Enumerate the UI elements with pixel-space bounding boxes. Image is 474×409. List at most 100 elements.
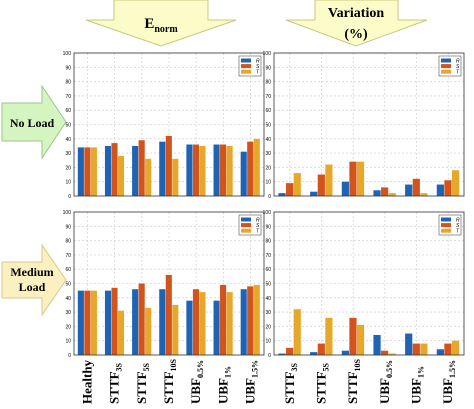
legend: RST: [238, 214, 262, 236]
bar-t-2: [117, 155, 125, 196]
bar-r-3: [132, 289, 139, 355]
header-enorm-arrow: Enorm: [85, 0, 237, 47]
bar-t-6: [226, 145, 233, 196]
bar-s-6: [444, 343, 452, 355]
row-label-medium-load: Medium Load: [1, 243, 67, 317]
y-tick-label: 60: [65, 267, 71, 273]
plot-area: [274, 212, 464, 355]
header-variation-arrow: Variation (%): [285, 0, 428, 47]
header-variation-line2: (%): [344, 27, 368, 42]
legend-label-r: R: [256, 217, 260, 223]
y-tick-label: 40: [265, 137, 271, 143]
y-tick-label: 10: [265, 180, 271, 186]
y-tick-label: 80: [65, 239, 71, 245]
x-axis-labels-right: STTF3S STTF5S STTF10S UBF0.5% UBF1% UBF1.5%: [282, 358, 457, 404]
y-tick-label: 80: [65, 80, 71, 86]
bar-s-4: [165, 274, 172, 355]
y-tick-label: 70: [265, 94, 271, 100]
bar-t-4: [172, 304, 179, 355]
no-load-label: No Load: [10, 116, 55, 130]
legend-swatch-t: [441, 69, 451, 74]
legend: RST: [238, 55, 262, 77]
legend-swatch-t: [441, 228, 451, 233]
bar-s-5: [412, 178, 420, 196]
bar-t-5: [199, 292, 206, 355]
x-tick-label: UBF1.5%: [242, 360, 259, 404]
bar-r-2: [310, 191, 318, 196]
bar-r-2: [104, 290, 112, 355]
y-tick-label: 40: [65, 137, 71, 143]
bar-t-2: [325, 317, 333, 355]
bar-t-3: [145, 158, 152, 196]
bar-s-5: [192, 144, 199, 196]
x-tick-label: UBF1%: [215, 366, 232, 404]
bar-r-6: [436, 184, 444, 196]
bar-s-1: [84, 290, 91, 355]
chart-enorm-no-load: 0 10 20 30 40 50 60 70 80 90 100 RST: [63, 51, 265, 200]
x-tick-label: STTF10S: [161, 358, 178, 404]
legend: RST: [438, 214, 462, 236]
legend-label-s: S: [256, 64, 260, 70]
legend-label-t: T: [256, 70, 260, 76]
bar-t-5: [420, 193, 428, 196]
legend-swatch-t: [241, 228, 251, 233]
bar-t-1: [293, 309, 301, 355]
medium-load-label-line2: Load: [19, 280, 46, 294]
y-tick-label: 10: [65, 339, 71, 345]
y-tick-label: 20: [265, 324, 271, 330]
bar-s-3: [138, 140, 145, 196]
bar-r-5: [186, 300, 193, 355]
legend-label-t: T: [256, 229, 260, 235]
bar-s-7: [247, 141, 254, 196]
bar-s-3: [349, 317, 357, 355]
legend-label-r: R: [256, 58, 260, 64]
bar-s-3: [138, 283, 145, 355]
bar-s-2: [317, 343, 325, 355]
bar-t-2: [117, 310, 125, 355]
legend-label-r: R: [456, 217, 460, 223]
y-tick-label: 80: [265, 239, 271, 245]
bar-r-1: [77, 147, 84, 196]
bar-s-4: [381, 187, 389, 196]
bar-r-7: [240, 151, 247, 196]
y-tick-label: 100: [263, 210, 272, 216]
y-tick-label: 70: [265, 253, 271, 259]
y-tick-label: 20: [265, 165, 271, 171]
chart-enorm-medium-load: 0 10 20 30 40 50 60 70 80 90 100 RST: [63, 210, 265, 359]
y-tick-label: 90: [65, 224, 71, 230]
y-tick-label: 0: [268, 194, 271, 200]
bar-t-1: [90, 147, 97, 196]
y-tick-label: 50: [65, 282, 71, 288]
bar-t-3: [356, 161, 365, 196]
y-tick-label: 100: [63, 51, 72, 57]
bar-r-4: [159, 289, 166, 355]
y-tick-label: 0: [268, 353, 271, 359]
y-tick-label: 100: [263, 51, 272, 57]
bar-r-4: [159, 141, 166, 196]
bar-t-2: [325, 164, 333, 196]
y-tick-label: 10: [265, 339, 271, 345]
y-tick-label: 50: [265, 123, 271, 129]
plot-frame: [73, 52, 265, 197]
y-tick-label: 90: [65, 65, 71, 71]
y-tick-label: 50: [65, 123, 71, 129]
bar-t-6: [451, 340, 460, 355]
bar-s-1: [286, 183, 294, 196]
legend: RST: [438, 55, 462, 77]
plot-area: [274, 53, 464, 196]
y-tick-label: 70: [65, 94, 71, 100]
bar-s-6: [444, 180, 452, 196]
bar-r-7: [240, 289, 247, 355]
x-tick-label: STTF3S: [107, 362, 124, 404]
bar-t-1: [90, 290, 97, 355]
legend-swatch-r: [241, 58, 251, 63]
y-tick-label: 60: [265, 267, 271, 273]
x-tick-label: Healthy: [80, 359, 95, 404]
x-tick-label: STTF10S: [345, 358, 362, 404]
header-variation-line1: Variation: [328, 6, 384, 21]
bar-t-6: [451, 170, 460, 196]
bar-r-1: [278, 193, 286, 196]
x-tick-label: UBF1.5%: [440, 360, 457, 404]
bar-t-1: [293, 173, 301, 196]
bar-r-1: [77, 290, 84, 355]
